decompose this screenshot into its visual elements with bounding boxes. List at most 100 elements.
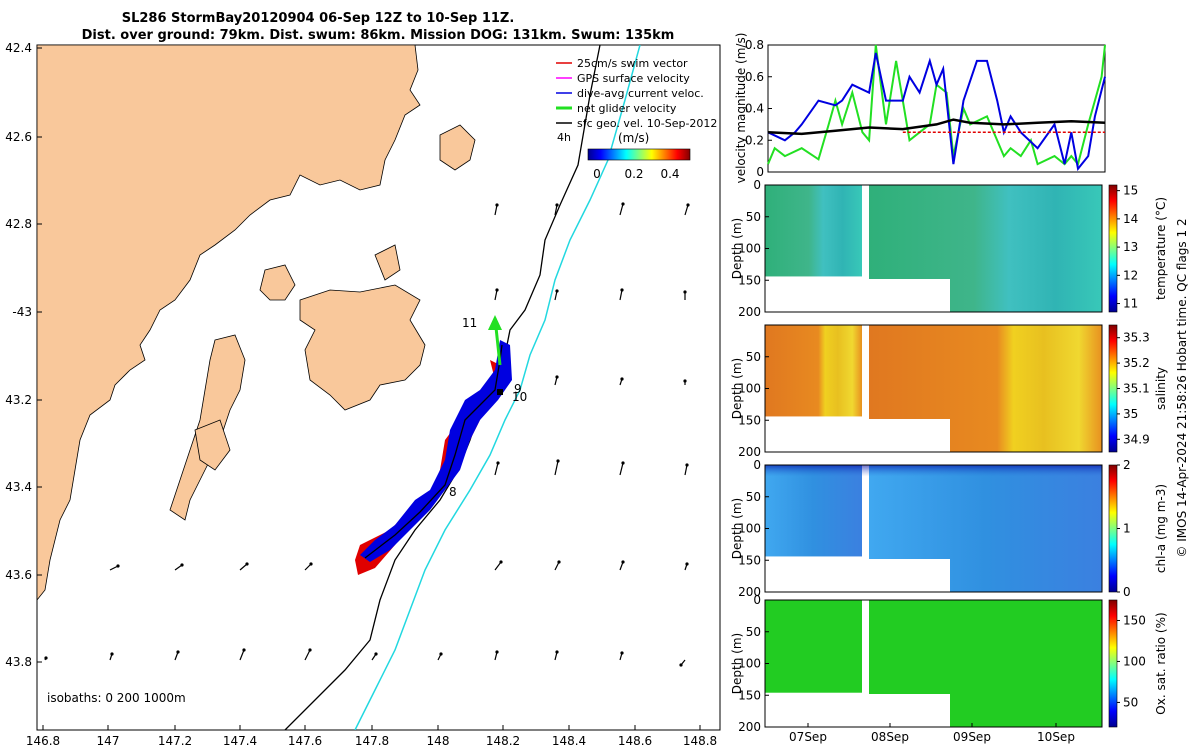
map-xtick-label: 147.2 [158,734,192,748]
geo-velocity-arrowhead [374,652,378,656]
geo-velocity-arrows [44,202,690,667]
time-tick-label: 07Sep [789,730,827,744]
velocity-ytick-label: 0.4 [745,102,764,116]
legend-label: sfc geo. vel. 10-Sep-2012 [577,117,717,130]
time-tick-label: 08Sep [871,730,909,744]
map-ytick-label: -43 [12,305,32,319]
velocity-ytick-label: 0.8 [745,38,764,52]
heatmap-colorbar [1108,324,1118,453]
geo-velocity-arrowhead [556,459,560,463]
geo-velocity-arrowhead [555,289,559,293]
depth-tick-label: 100 [738,382,761,396]
profile-data-segment [765,600,862,693]
map-ytick-label: 43.8 [5,655,32,669]
time-tick-label: 10Sep [1037,730,1075,744]
geo-velocity-arrow [619,203,624,216]
velocity-ylabel: velocity magnitude (m/s) [734,33,748,184]
last-position-marker [497,389,503,395]
depth-tick-label: 0 [753,458,761,472]
velocity-ytick-label: 0 [756,165,764,179]
geo-velocity-arrowhead [245,562,249,566]
colorbar-tick-2: 0.4 [660,167,679,181]
heatmap-panel: 0 50 100 150 200 Depth (m) 0 1 2 chl-a (mg m-3) [730,458,1168,599]
geo-velocity-arrowhead [620,377,624,381]
depth-tick-label: 200 [738,720,761,734]
geo-velocity-arrowhead [180,563,184,567]
velocity-panel-frame [767,44,1106,173]
legend-label: GPS surface velocity [577,72,690,85]
colorbar-title: (m/s) [618,131,649,145]
current-vectors-blue [360,340,512,562]
geo-velocity-arrow [239,649,245,661]
velocity-series-line [767,52,1106,172]
depth-tick-label: 50 [746,350,761,364]
map-xtick-label: 147.8 [355,734,389,748]
colorbar-tick-label: 1 [1123,522,1131,536]
depth-tick-label: 50 [746,625,761,639]
day-label-8: 8 [449,485,457,499]
colorbar-tick-label: 100 [1123,654,1146,668]
land-tasman-peninsula [259,264,296,301]
colorbar-tick-label: 150 [1123,613,1146,627]
colorbar-tick-label: 50 [1123,695,1138,709]
map-xtick-label: 147.6 [288,734,322,748]
depth-tick-label: 100 [738,522,761,536]
depth-tick-label: 100 [738,657,761,671]
geo-velocity-arrowhead [242,648,246,652]
heatmap-panel: 0 50 100 150 200 Depth (m) 11 12 13 14 15 temperatu… [730,178,1168,319]
geo-velocity-arrow [494,462,499,476]
geo-velocity-arrowhead [557,560,561,564]
depth-tick-label: 200 [738,585,761,599]
colorbar-tick-label: 12 [1123,268,1138,282]
geo-velocity-arrowhead [110,652,114,656]
isobaths-label: isobaths: 0 200 1000m [47,691,186,705]
geo-velocity-arrowhead [309,562,313,566]
geo-velocity-arrowhead [679,663,683,667]
speed-colorbar [587,148,691,161]
geo-velocity-arrow [684,464,688,476]
time-tick-label: 09Sep [953,730,991,744]
geo-velocity-arrowhead [439,652,443,656]
profile-data-segment [765,325,862,417]
depth-tick-label: 200 [738,305,761,319]
legend-time: 4h [557,131,571,144]
colorbar-tick-label: 13 [1123,240,1138,254]
depth-tick-label: 150 [738,553,761,567]
geo-velocity-arrowhead [495,288,499,292]
depth-ylabel: Depth (m) [730,498,744,559]
geo-velocity-arrow [494,561,502,571]
profile-data-segment [869,600,1102,727]
depth-tick-label: 100 [738,242,761,256]
map-ytick-label: 43.4 [5,480,32,494]
map-xtick-label: 146.8 [26,734,60,748]
geo-velocity-arrowhead [176,650,180,654]
map-xtick-label: 148 [427,734,450,748]
depth-ylabel: Depth (m) [730,218,744,279]
map-ytick-label: 42.6 [5,130,32,144]
geo-velocity-arrowhead [686,203,690,207]
geo-velocity-arrow [554,460,559,476]
depth-tick-label: 50 [746,490,761,504]
net-glider-velocity-arrowhead [488,315,502,330]
map-xtick-label: 147.4 [223,734,257,748]
land-forestier-peninsula [299,284,426,411]
day-label-9: 9 [514,382,522,396]
isobath-1000m [354,45,641,730]
colorbar-tick-1: 0.2 [624,167,643,181]
profile-panels: 0 0.2 0.4 0.6 0.8 velocity magnitude (m/s) 0… [730,33,1168,744]
velocity-series-line [767,118,1106,136]
colorbar-tick-label: 35.1 [1123,382,1150,396]
geo-velocity-arrowhead [495,650,499,654]
geo-velocity-arrowhead [555,650,559,654]
geo-velocity-arrowhead [44,656,48,660]
map-ytick-label: 43.6 [5,568,32,582]
velocity-ytick-label: 0.6 [745,70,764,84]
geo-velocity-arrowhead [499,560,503,564]
legend-label: 25cm/s swim vector [577,57,688,70]
map-panel: 11 9 10 8 25cm/s swim vector GPS surface … [5,41,721,748]
day-label-11: 11 [462,316,477,330]
velocity-y-ticks: 0 0.2 0.4 0.6 0.8 [745,38,772,179]
map-xtick-label: 148.4 [552,734,586,748]
land-south-coast [194,419,231,471]
